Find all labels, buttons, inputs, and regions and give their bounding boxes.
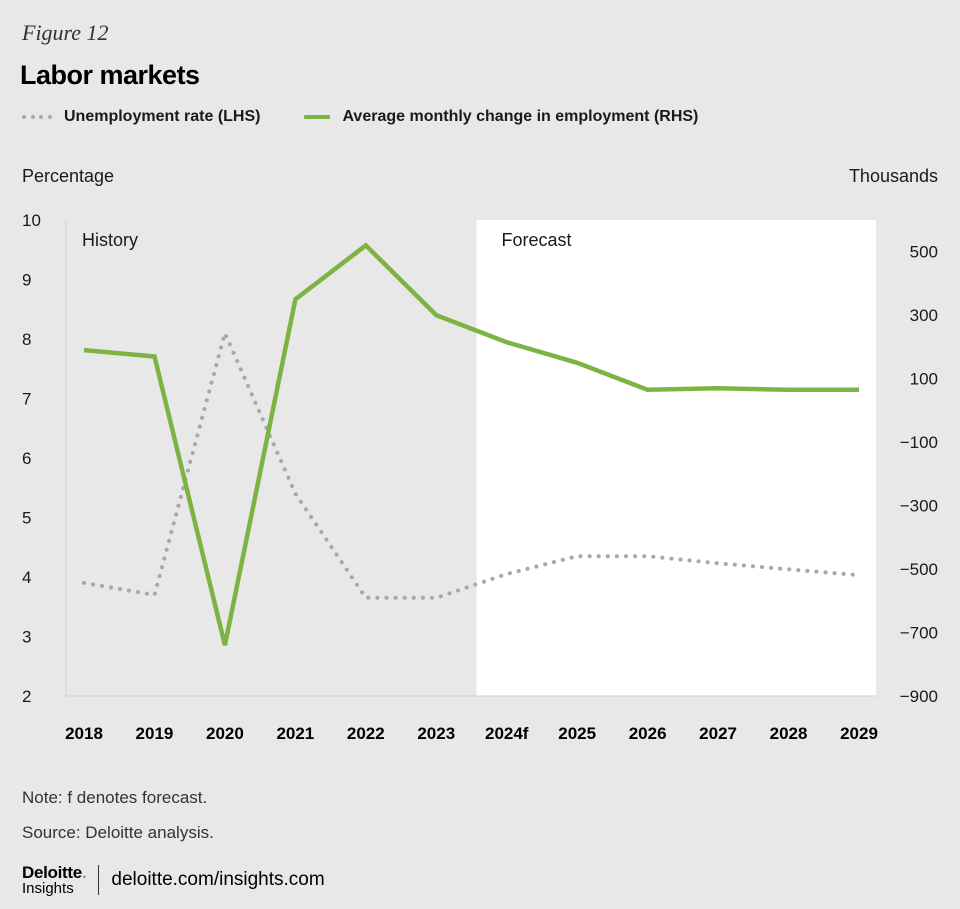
left-tick-label: 2	[22, 687, 31, 706]
left-tick-label: 6	[22, 449, 31, 468]
left-axis-ticks: 10 9 8 7 6 5 4 3 2	[22, 211, 41, 706]
left-tick-label: 9	[22, 271, 31, 290]
left-tick-label: 4	[22, 568, 31, 587]
footer-url: deloitte.com/insights.com	[111, 869, 325, 890]
footer-divider	[98, 865, 100, 895]
notes: Note: f denotes forecast. Source: Deloit…	[22, 788, 214, 858]
right-tick-label: −700	[900, 624, 938, 643]
right-tick-label: 100	[910, 370, 938, 389]
right-tick-label: −500	[900, 560, 938, 579]
left-tick-label: 3	[22, 628, 31, 647]
x-tick-label: 2022	[347, 724, 385, 743]
dotted-line-swatch-icon	[22, 114, 52, 120]
x-tick-label: 2023	[417, 724, 455, 743]
forecast-annotation: Forecast	[502, 230, 572, 250]
forecast-region	[476, 220, 876, 696]
x-tick-label: 2028	[770, 724, 808, 743]
legend-label-unemployment: Unemployment rate (LHS)	[64, 108, 261, 125]
left-axis-label: Percentage	[22, 166, 114, 186]
legend-item-employment: Average monthly change in employment (RH…	[304, 108, 698, 126]
x-tick-label: 2029	[840, 724, 878, 743]
figure-label: Figure 12	[22, 20, 109, 45]
left-tick-label: 8	[22, 330, 31, 349]
left-tick-label: 5	[22, 509, 31, 528]
series-layer	[82, 242, 861, 646]
source-text: Source: Deloitte analysis.	[22, 823, 214, 842]
x-tick-label: 2021	[276, 724, 314, 743]
legend-label-employment: Average monthly change in employment (RH…	[342, 108, 699, 125]
x-tick-label: 2027	[699, 724, 737, 743]
line-chart: Percentage Thousands History Forecast 10…	[22, 166, 938, 743]
right-axis-label: Thousands	[849, 166, 938, 186]
employment-change-line	[83, 242, 859, 646]
right-tick-label: 500	[910, 243, 938, 262]
logo-main-text: Deloitte	[22, 863, 82, 882]
left-tick-label: 7	[22, 390, 31, 409]
x-tick-label: 2019	[136, 724, 174, 743]
right-tick-label: 300	[910, 306, 938, 325]
legend-item-unemployment: Unemployment rate (LHS)	[22, 108, 260, 126]
history-annotation: History	[82, 230, 138, 250]
deloitte-logo: Deloitte. Insights	[22, 863, 87, 897]
x-tick-label: 2020	[206, 724, 244, 743]
chart-title: Labor markets	[20, 60, 200, 90]
x-axis-ticks: 2018 2019 2020 2021 2022 2023 2024f 2025 2026 202…	[65, 724, 878, 743]
right-tick-label: −100	[900, 433, 938, 452]
x-tick-label: 2026	[629, 724, 667, 743]
note-text: Note: f denotes forecast.	[22, 788, 208, 807]
left-tick-label: 10	[22, 211, 41, 230]
logo-dot: .	[81, 863, 87, 882]
solid-line-swatch-icon	[304, 115, 331, 119]
footer: Deloitte. Insights deloitte.com/insights…	[22, 864, 325, 896]
right-axis-ticks: 500 300 100 −100 −300 −500 −700 −900	[900, 243, 938, 706]
legend: Unemployment rate (LHS) Average monthly …	[22, 106, 742, 128]
x-tick-label: 2018	[65, 724, 103, 743]
right-tick-label: −900	[900, 687, 938, 706]
right-tick-label: −300	[900, 497, 938, 516]
logo-sub-text: Insights	[22, 880, 74, 897]
x-tick-label: 2024f	[485, 724, 529, 743]
x-tick-label: 2025	[558, 724, 596, 743]
